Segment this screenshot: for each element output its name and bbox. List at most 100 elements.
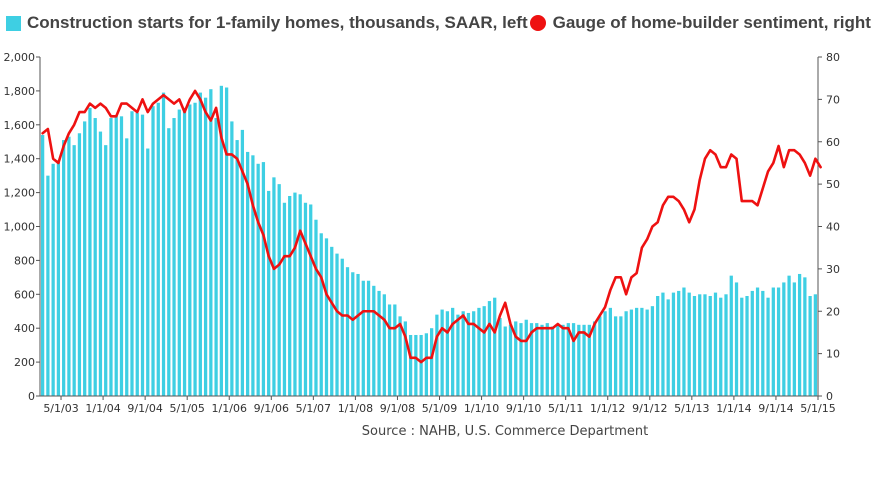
bar-starts (319, 233, 323, 396)
bar-starts (161, 92, 166, 396)
bar-starts (140, 114, 145, 396)
x-tick-label: 5/1/09 (422, 402, 457, 415)
bar-starts (582, 324, 586, 396)
right-tick-label: 80 (826, 51, 840, 64)
bar-starts (340, 258, 344, 396)
right-tick-label: 70 (826, 93, 840, 106)
bar-starts (198, 92, 202, 396)
left-tick-label: 2,000 (4, 51, 36, 64)
bar-starts (545, 323, 549, 396)
bar-starts (403, 321, 407, 396)
bar-starts (524, 319, 528, 396)
legend-item-sentiment: Gauge of home-builder sentiment, right (528, 13, 871, 33)
bar-starts (240, 129, 245, 396)
bar-starts (330, 246, 334, 396)
right-axis: 0 10 20 30 40 50 60 70 80 (817, 51, 840, 403)
left-tick-label: 600 (14, 288, 35, 301)
legend-swatch-bar (6, 15, 21, 31)
bar-starts (487, 301, 492, 396)
bar-starts (309, 204, 313, 396)
bar-starts (435, 314, 439, 396)
line-series-sentiment (41, 89, 822, 364)
bar-starts (93, 118, 97, 397)
bar-starts (640, 307, 644, 396)
x-tick-label: 5/1/07 (296, 402, 331, 415)
bar-starts (519, 323, 523, 396)
x-tick-label: 5/1/11 (548, 402, 583, 415)
bar-starts (345, 267, 350, 396)
right-tick-label: 0 (826, 390, 833, 403)
bar-starts (151, 106, 155, 396)
bar-starts (445, 311, 450, 396)
bar-starts (387, 304, 392, 396)
source-note: Source : NAHB, U.S. Commerce Department (361, 424, 649, 439)
bar-starts (324, 238, 329, 396)
bar-starts (46, 175, 50, 396)
bar-starts (156, 102, 160, 396)
bar-starts (708, 296, 712, 396)
bar-starts (88, 107, 92, 396)
bar-starts (740, 297, 744, 396)
bar-starts (224, 87, 229, 396)
bar-starts (203, 97, 208, 397)
bar-starts (650, 306, 655, 396)
bar-starts (598, 316, 602, 396)
bar-starts (629, 309, 634, 396)
bar-starts (135, 112, 139, 396)
bar-starts (734, 282, 739, 396)
chart-legend: Construction starts for 1-family homes, … (6, 10, 871, 36)
bar-series-starts (41, 85, 817, 397)
bar-starts (466, 312, 471, 396)
bar-starts (288, 195, 292, 396)
x-tick-label: 9/1/06 (254, 402, 289, 415)
left-tick-label: 200 (14, 356, 35, 369)
bar-starts (67, 136, 71, 397)
bar-starts (282, 202, 287, 396)
bar-starts (803, 277, 807, 396)
bar-starts (83, 121, 87, 396)
bar-starts (219, 85, 223, 396)
bar-starts (125, 138, 129, 397)
right-tick-label: 20 (826, 305, 840, 318)
bar-starts (782, 282, 786, 396)
bar-starts (682, 287, 686, 396)
x-tick-label: 1/1/14 (716, 402, 751, 415)
bar-starts (808, 296, 812, 396)
bar-starts (635, 307, 639, 396)
left-tick-label: 1,000 (4, 221, 36, 234)
bar-starts (608, 307, 612, 396)
x-tick-label: 5/1/13 (674, 402, 709, 415)
left-tick-label: 1,800 (4, 85, 36, 98)
bar-starts (408, 334, 413, 396)
bar-starts (303, 202, 308, 396)
bar-starts (719, 297, 723, 396)
x-tick-label: 9/1/12 (632, 402, 667, 415)
left-tick-label: 0 (28, 390, 35, 403)
bar-starts (356, 273, 360, 396)
left-axis: 0 200 400 600 800 1,000 1,200 1,400 1,600 1,800 2,… (4, 51, 41, 403)
bar-starts (41, 134, 45, 396)
bar-starts (430, 328, 434, 396)
legend-label-sentiment: Gauge of home-builder sentiment, right (552, 13, 871, 32)
bar-starts (335, 253, 339, 396)
bar-starts (724, 294, 728, 396)
x-tick-label: 5/1/15 (800, 402, 835, 415)
bar-starts (477, 307, 481, 396)
bar-starts (603, 311, 607, 396)
x-tick-label: 5/1/05 (169, 402, 204, 415)
bar-starts (529, 323, 534, 396)
bar-starts (761, 290, 765, 396)
bar-starts (671, 292, 676, 396)
x-tick-label: 1/1/10 (464, 402, 499, 415)
bar-starts (692, 296, 697, 396)
line-sentiment (41, 89, 822, 364)
x-tick-label: 9/1/14 (758, 402, 793, 415)
bar-starts (656, 296, 660, 396)
bar-starts (556, 324, 560, 396)
bar-starts (256, 163, 260, 396)
bar-starts (377, 290, 381, 396)
bar-starts (571, 323, 576, 396)
bar-starts (267, 190, 271, 396)
bar-starts (729, 275, 733, 396)
bar-starts (114, 116, 118, 396)
